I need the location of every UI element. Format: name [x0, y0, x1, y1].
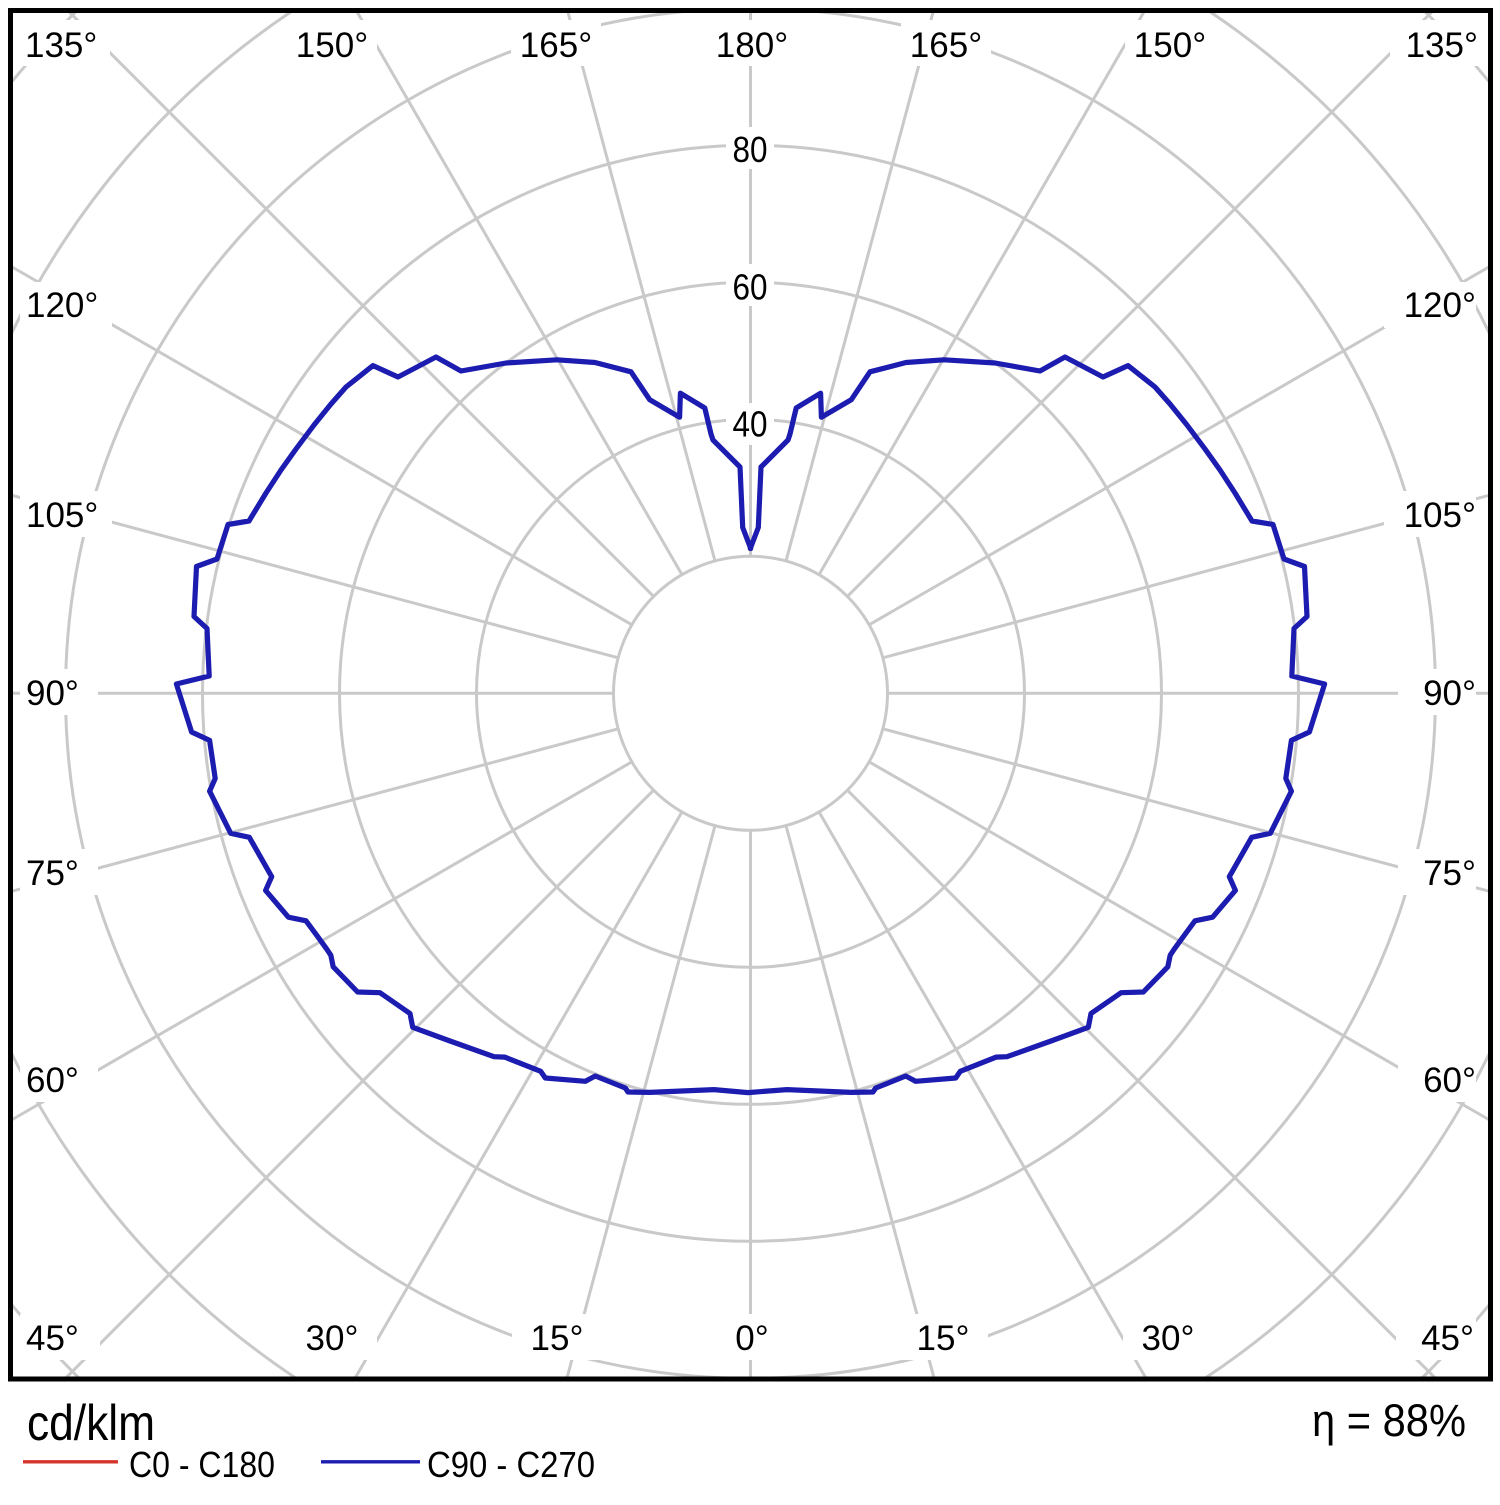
svg-text:45°: 45°	[1421, 1319, 1474, 1358]
svg-text:30°: 30°	[306, 1319, 359, 1358]
svg-text:15°: 15°	[917, 1319, 970, 1358]
svg-text:150°: 150°	[1134, 26, 1206, 65]
svg-text:C90 - C270: C90 - C270	[427, 1444, 595, 1485]
svg-text:150°: 150°	[296, 26, 368, 65]
svg-text:165°: 165°	[520, 26, 592, 65]
svg-text:45°: 45°	[26, 1319, 79, 1358]
svg-text:105°: 105°	[1404, 496, 1476, 535]
svg-text:40: 40	[733, 404, 768, 445]
svg-text:15°: 15°	[531, 1319, 584, 1358]
svg-text:60: 60	[733, 266, 768, 307]
svg-text:90°: 90°	[1423, 674, 1476, 713]
svg-text:120°: 120°	[26, 286, 98, 325]
svg-text:105°: 105°	[26, 496, 98, 535]
svg-text:180°: 180°	[716, 26, 788, 65]
svg-text:C0 - C180: C0 - C180	[129, 1444, 275, 1485]
svg-text:90°: 90°	[26, 674, 79, 713]
svg-text:135°: 135°	[1406, 26, 1478, 65]
svg-text:80: 80	[733, 129, 768, 170]
svg-text:0°: 0°	[735, 1319, 768, 1358]
svg-text:165°: 165°	[910, 26, 982, 65]
svg-text:75°: 75°	[1423, 854, 1476, 893]
svg-text:60°: 60°	[26, 1061, 79, 1100]
svg-text:75°: 75°	[26, 854, 79, 893]
svg-text:cd/klm: cd/klm	[27, 1395, 155, 1451]
svg-text:η = 88%: η = 88%	[1312, 1395, 1466, 1446]
svg-text:135°: 135°	[25, 26, 97, 65]
svg-text:120°: 120°	[1404, 286, 1476, 325]
svg-text:30°: 30°	[1142, 1319, 1195, 1358]
svg-text:60°: 60°	[1423, 1061, 1476, 1100]
